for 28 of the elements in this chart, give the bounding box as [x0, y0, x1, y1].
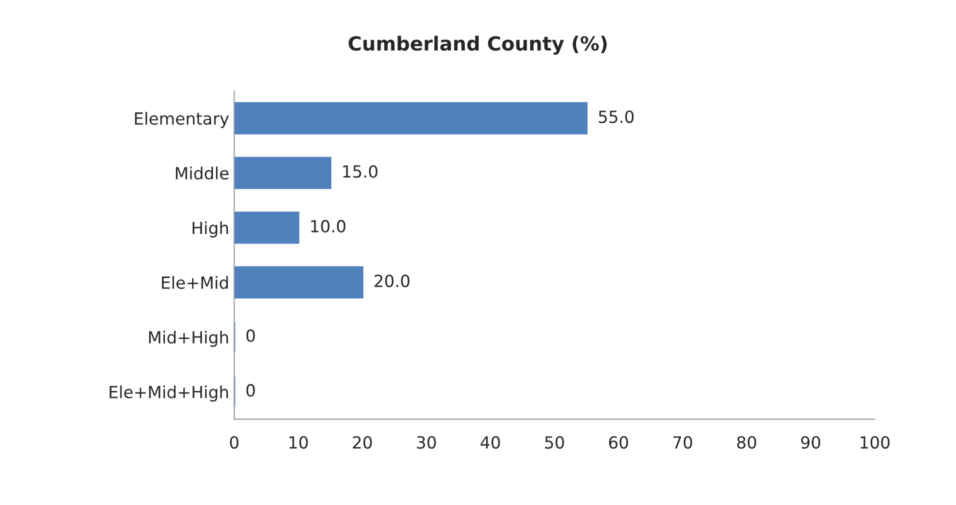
y-tick-label: Ele+Mid+High	[110, 385, 228, 402]
data-label: 0	[246, 384, 255, 397]
x-tick-label: 90	[801, 436, 820, 449]
y-tick-label: High	[192, 221, 228, 238]
bar	[234, 266, 364, 298]
y-tick-label: Middle	[176, 166, 228, 180]
y-tick-label: Mid+High	[149, 330, 228, 347]
x-tick-label: 20	[352, 436, 372, 449]
data-label: 55.0	[598, 110, 634, 124]
x-tick-label: 60	[609, 436, 628, 449]
chart-title: Cumberland County (%)	[348, 36, 607, 55]
y-tick-label: Ele+Mid	[162, 276, 228, 289]
x-tick-label: 100	[860, 436, 890, 449]
x-tick-label: 0	[230, 436, 238, 449]
x-tick-label: 10	[290, 436, 308, 449]
x-tick-label: 70	[673, 436, 692, 449]
x-tick-label: 40	[480, 436, 500, 449]
x-tick-label: 80	[737, 436, 756, 449]
data-label: 10.0	[311, 220, 346, 233]
data-label: 20.0	[374, 274, 410, 288]
bar	[234, 156, 332, 190]
x-tick-label: 30	[417, 436, 436, 449]
bar	[234, 102, 588, 134]
x-tick-label: 50	[545, 436, 564, 449]
data-label: 15.0	[343, 165, 378, 178]
data-label: 0	[246, 329, 255, 342]
y-tick-label: Elementary	[135, 112, 229, 128]
bar	[234, 212, 300, 244]
